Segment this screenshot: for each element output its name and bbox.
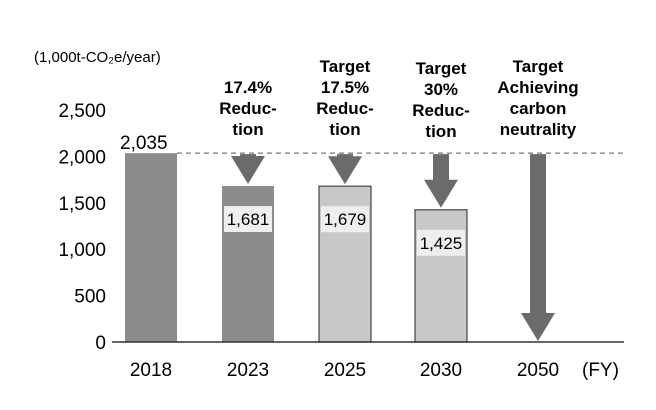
x-category-2025: 2025 (324, 360, 366, 381)
y-tick-label: 1,500 (58, 194, 106, 215)
y-unit-label: (1,000t-CO₂e/year) (34, 49, 161, 66)
x-category-2018: 2018 (130, 360, 172, 381)
data-label-bg (417, 229, 465, 256)
data-label-2025: 1,679 (324, 210, 367, 229)
reduction-arrows (231, 154, 555, 341)
annotation-2030: Target 30% Reduc-tion (412, 59, 470, 141)
x-category-2023: 2023 (227, 360, 269, 381)
annotation-2050: Target Achieving carbon neutrality (497, 57, 578, 139)
y-tick-label: 500 (74, 287, 106, 308)
x-category-2050: 2050 (517, 360, 559, 381)
annotation-2025: Target 17.5% Reduc-tion (316, 57, 374, 139)
x-axis-categories: 2018 2023 2025 2030 2050 (130, 360, 559, 381)
arrow-2025 (328, 154, 362, 185)
arrow-2050 (521, 154, 555, 341)
bars (125, 153, 468, 343)
y-tick-label: 2,500 (58, 101, 106, 122)
data-label-2030: 1,425 (420, 234, 463, 253)
arrow-2030 (424, 154, 458, 208)
data-labels: 2,035 1,681 1,679 1,425 (120, 133, 465, 256)
y-tick-label: 2,000 (58, 147, 106, 168)
annotations: 17.4% Reduc-tion Target 17.5% Reduc-tion Targ… (219, 57, 578, 141)
arrow-2023 (231, 154, 265, 185)
data-label-bg (224, 206, 272, 233)
data-label-bg (321, 206, 369, 233)
x-category-2030: 2030 (420, 360, 462, 381)
data-label-2018: 2,035 (120, 133, 168, 154)
y-tick-label: 0 (95, 333, 106, 354)
y-axis-ticks: 0 500 1,000 1,500 2,000 2,500 (58, 101, 106, 354)
bar-2030 (414, 209, 468, 343)
bar-2018 (125, 153, 177, 342)
x-unit-label: (FY) (582, 360, 619, 381)
y-tick-label: 1,000 (58, 240, 106, 261)
data-label-2023: 1,681 (227, 210, 270, 229)
annotation-2023: 17.4% Reduc-tion (219, 78, 277, 139)
